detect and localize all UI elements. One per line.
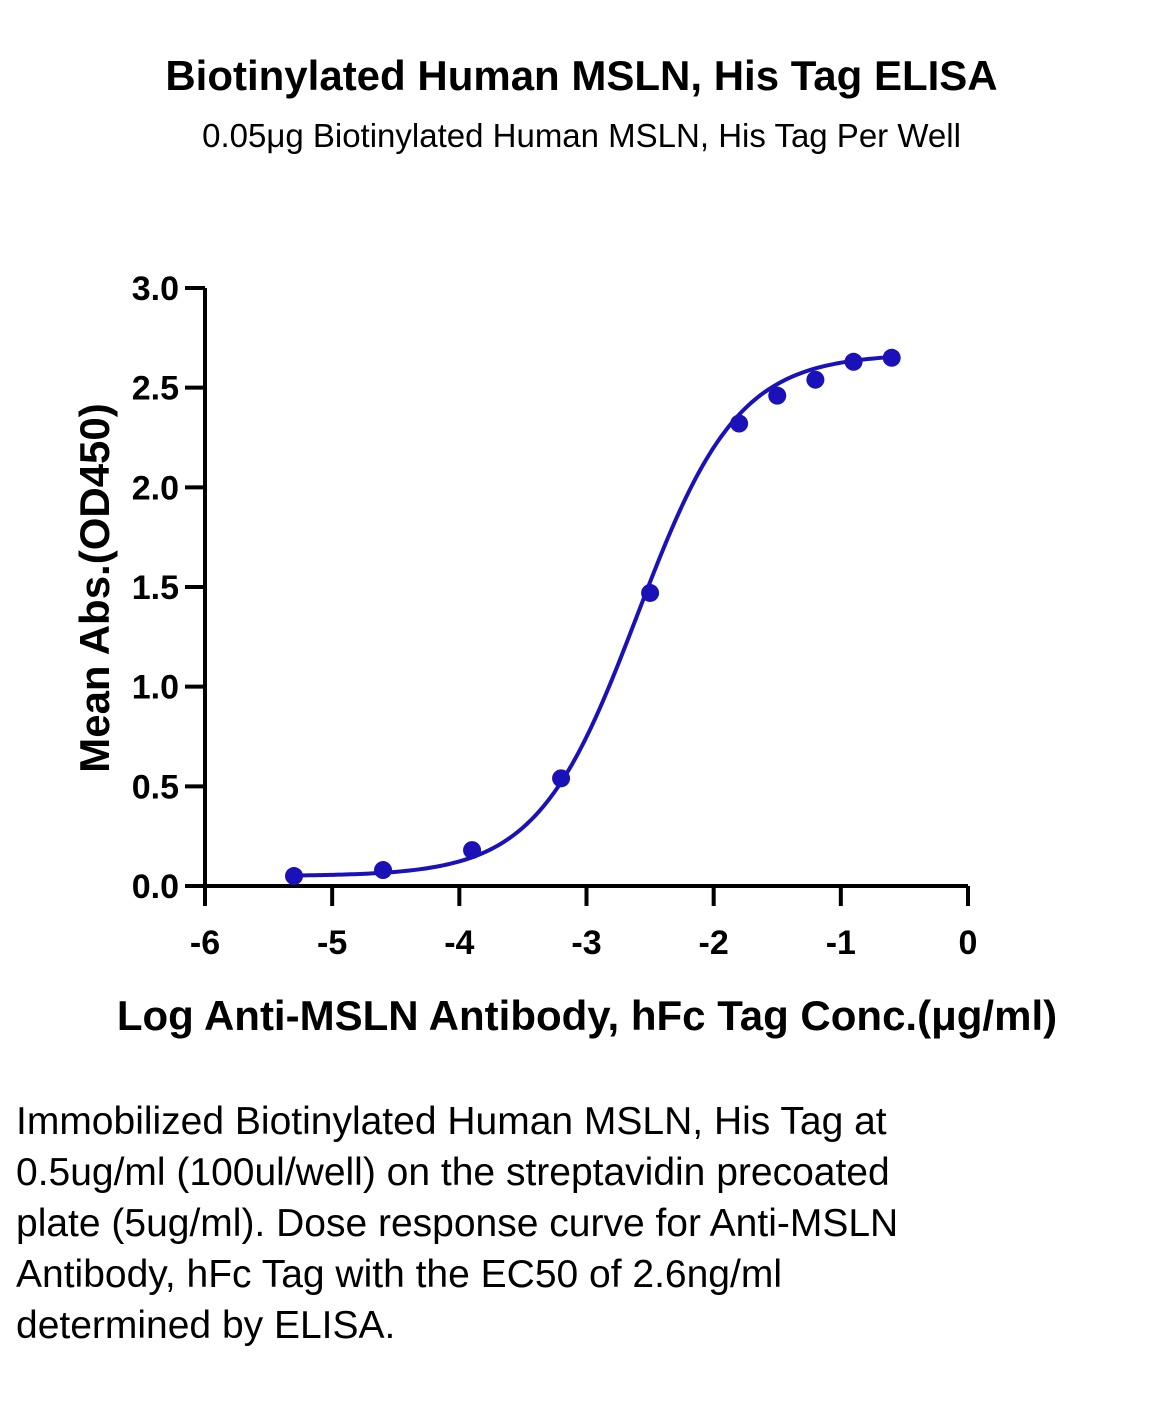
x-tick-label: -6 [190,924,220,962]
data-points [285,348,901,886]
data-point [768,386,787,405]
data-point [285,867,304,886]
x-tick-label: -1 [826,924,856,962]
figure-caption: Immobilized Biotinylated Human MSLN, His… [16,1100,899,1347]
x-tick-label: -5 [317,924,347,962]
data-point [844,352,863,371]
chart-title: Biotinylated Human MSLN, His Tag ELISA [165,52,998,99]
x-axis-label: Log Anti-MSLN Antibody, hFc Tag Conc.(μg… [117,992,1057,1039]
x-tick-label: -2 [699,924,729,962]
data-point [552,769,571,788]
axes [185,286,970,906]
y-tick-label: 0.5 [132,768,179,806]
y-tick-label: 1.0 [132,669,179,707]
x-tick-label: 0 [959,924,978,962]
tick-labels: 0.0 0.5 1.0 1.5 2.0 2.5 3.0 -6 -5 -4 -3 -2 -1 0 [132,270,978,962]
data-point [374,861,393,880]
y-tick-label: 2.5 [132,370,179,408]
y-tick-label: 3.0 [132,270,179,308]
elisa-chart: 0.0 0.5 1.0 1.5 2.0 2.5 3.0 -6 -5 -4 -3 -2 -1 0 Log A… [71,270,1057,1039]
fit-curve [293,355,892,878]
data-point [730,414,749,433]
y-tick-label: 0.0 [132,868,179,906]
y-axis-label: Mean Abs.(OD450) [71,403,118,773]
data-point [806,370,825,389]
data-point [641,583,660,602]
chart-subtitle: 0.05μg Biotinylated Human MSLN, His Tag … [202,117,961,154]
data-point [882,348,901,367]
data-point [463,841,482,860]
x-tick-label: -4 [444,924,474,962]
y-tick-label: 1.5 [132,569,179,607]
y-tick-label: 2.0 [132,469,179,507]
x-tick-label: -3 [571,924,601,962]
